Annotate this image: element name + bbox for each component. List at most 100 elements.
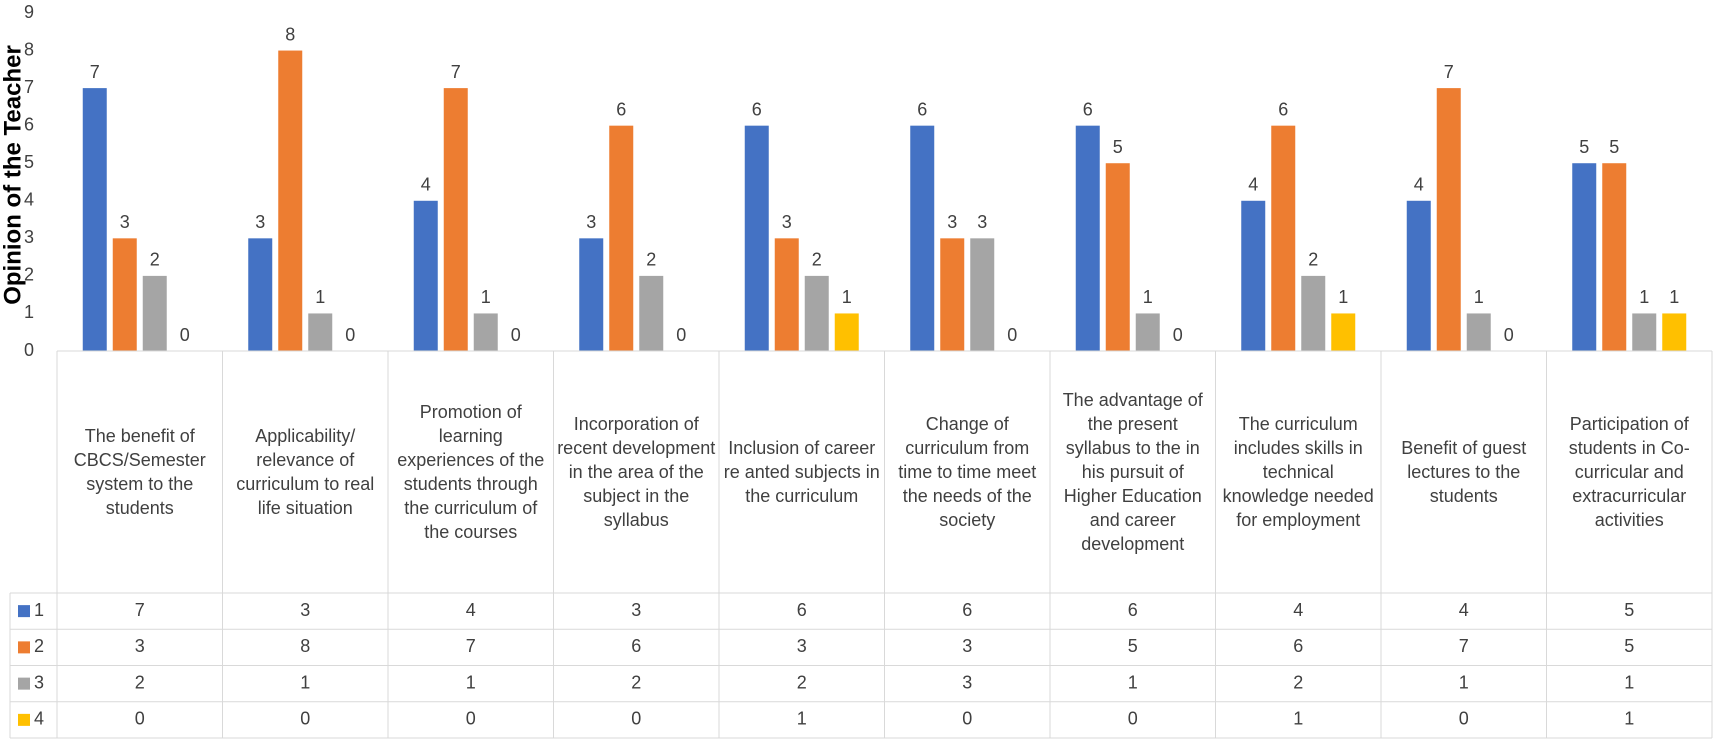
data-label: 5 (1609, 137, 1619, 157)
table-value: 7 (466, 636, 476, 656)
data-label: 2 (150, 250, 160, 270)
bar (1331, 313, 1356, 351)
data-label: 1 (1639, 287, 1649, 307)
table-value: 6 (797, 600, 807, 620)
data-label: 7 (451, 62, 461, 82)
data-label: 3 (255, 212, 265, 232)
data-label: 5 (1579, 137, 1589, 157)
table-value: 1 (1459, 672, 1469, 692)
data-label: 0 (1504, 325, 1514, 345)
bar (1241, 200, 1266, 351)
bar (1436, 88, 1461, 351)
data-label: 3 (120, 212, 130, 232)
table-value: 6 (631, 636, 641, 656)
table-value: 1 (1624, 672, 1634, 692)
table-value: 3 (962, 672, 972, 692)
table-value: 0 (631, 709, 641, 729)
bar (1662, 313, 1687, 351)
table-value: 3 (300, 600, 310, 620)
bar (834, 313, 859, 351)
legend-key (18, 677, 30, 690)
data-label: 4 (1248, 175, 1258, 195)
bar (443, 88, 468, 351)
data-label: 0 (180, 325, 190, 345)
category-label: The advantage of the present syllabus to… (1062, 390, 1203, 554)
table-value: 2 (1293, 672, 1303, 692)
table-value: 3 (962, 636, 972, 656)
data-label: 4 (421, 175, 431, 195)
table-value: 1 (1624, 709, 1634, 729)
category-label: The benefit of CBCS/Semester system to t… (73, 426, 206, 518)
bar (142, 275, 167, 351)
data-label: 1 (315, 287, 325, 307)
table-value: 0 (300, 709, 310, 729)
category-label: Participation of students in Co-curricul… (1568, 414, 1690, 530)
bar (278, 50, 303, 352)
table-value: 1 (466, 672, 476, 692)
y-axis-label: Opinion of the Teacher (0, 45, 26, 305)
table-value: 3 (631, 600, 641, 620)
table-value: 2 (797, 672, 807, 692)
data-label: 7 (90, 62, 100, 82)
bar (970, 238, 995, 351)
bar (579, 238, 604, 351)
bar (1466, 313, 1491, 351)
data-label: 3 (977, 212, 987, 232)
category-label: Promotion of learning experiences of the… (397, 402, 545, 542)
table-value: 4 (1459, 600, 1469, 620)
y-tick-label: 6 (24, 114, 34, 134)
table-value: 6 (962, 600, 972, 620)
bar (473, 313, 498, 351)
table-value: 0 (466, 709, 476, 729)
bar (804, 275, 829, 351)
y-tick-label: 3 (24, 227, 34, 247)
bar (1632, 313, 1657, 351)
table-value: 0 (1459, 709, 1469, 729)
table-value: 4 (466, 600, 476, 620)
bar (639, 275, 664, 351)
table-value: 5 (1624, 636, 1634, 656)
data-label: 0 (1173, 325, 1183, 345)
legend-key (18, 641, 30, 654)
y-tick-label: 7 (24, 77, 34, 97)
table-value: 2 (631, 672, 641, 692)
data-label: 3 (586, 212, 596, 232)
y-tick-label: 4 (24, 190, 34, 210)
y-tick-label: 2 (24, 265, 34, 285)
bar (413, 200, 438, 351)
legend-label: 2 (34, 636, 44, 656)
data-label: 1 (481, 287, 491, 307)
legend-label: 1 (34, 600, 44, 620)
table-value: 6 (1293, 636, 1303, 656)
data-label: 6 (1278, 99, 1288, 119)
bar (744, 125, 769, 352)
table-value: 0 (1128, 709, 1138, 729)
legend-label: 3 (34, 672, 44, 692)
data-label: 4 (1414, 175, 1424, 195)
data-label: 1 (1338, 287, 1348, 307)
bar (774, 238, 799, 351)
table-value: 7 (135, 600, 145, 620)
category-label: The curriculum includes skills in techni… (1222, 414, 1374, 530)
table-value: 5 (1624, 600, 1634, 620)
bar (940, 238, 965, 351)
data-label: 1 (1474, 287, 1484, 307)
data-label: 1 (842, 287, 852, 307)
bar (308, 313, 333, 351)
bar (112, 238, 137, 351)
y-tick-label: 8 (24, 39, 34, 59)
category-label: Incorporation of recent development in t… (557, 414, 716, 530)
data-label: 1 (1143, 287, 1153, 307)
bar (1135, 313, 1160, 351)
bar (1406, 200, 1431, 351)
table-value: 2 (135, 672, 145, 692)
data-label: 6 (1083, 99, 1093, 119)
table-value: 0 (135, 709, 145, 729)
bar (248, 238, 273, 351)
table-value: 8 (300, 636, 310, 656)
category-label: Benefit of guest lectures to the student… (1401, 438, 1527, 506)
bar (1105, 163, 1130, 351)
legend-key (18, 605, 30, 618)
